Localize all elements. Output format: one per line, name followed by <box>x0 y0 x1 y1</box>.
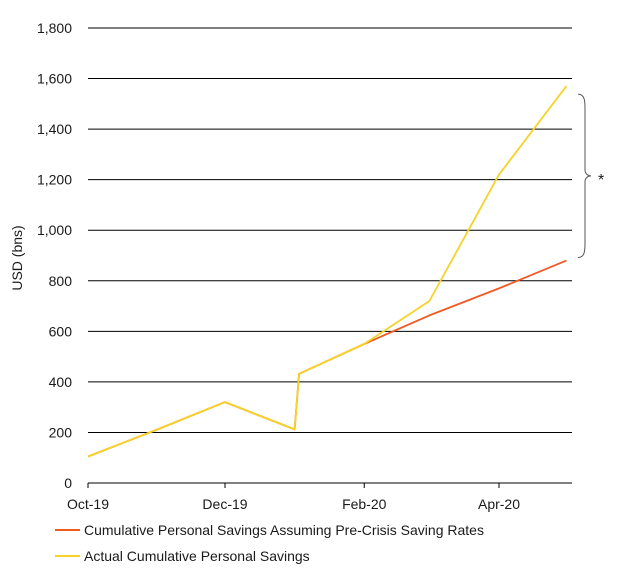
legend: Cumulative Personal Savings Assuming Pre… <box>55 522 484 564</box>
x-axis-ticks: Oct-19 Dec-19 Feb-20 Apr-20 <box>67 483 520 512</box>
x-tick-label: Apr-20 <box>478 496 520 512</box>
y-tick-label: 0 <box>64 475 72 491</box>
series-lines <box>87 85 568 458</box>
x-tick-label: Dec-19 <box>202 496 247 512</box>
series-line-pre-crisis <box>87 259 567 458</box>
gridlines <box>88 27 572 484</box>
y-tick-label: 1,800 <box>37 20 72 36</box>
difference-bracket <box>577 93 592 259</box>
y-tick-label: 600 <box>49 323 73 339</box>
y-axis-ticks: 0 200 400 600 800 1,000 1,200 1,400 1,600 1,800 <box>37 20 72 491</box>
y-tick-label: 400 <box>49 374 73 390</box>
y-tick-label: 1,200 <box>37 172 72 188</box>
annotation: * <box>577 93 604 259</box>
x-tick-label: Oct-19 <box>67 496 109 512</box>
series-line-actual <box>87 85 568 458</box>
legend-label: Cumulative Personal Savings Assuming Pre… <box>84 522 484 538</box>
legend-label: Actual Cumulative Personal Savings <box>84 548 310 564</box>
y-tick-label: 1,400 <box>37 121 72 137</box>
y-tick-label: 800 <box>49 273 73 289</box>
y-tick-label: 1,000 <box>37 222 72 238</box>
y-tick-label: 1,600 <box>37 71 72 87</box>
y-axis-title: USD (bns) <box>9 225 25 290</box>
x-tick-label: Feb-20 <box>342 496 387 512</box>
y-tick-label: 200 <box>49 424 73 440</box>
annotation-asterisk: * <box>598 172 604 189</box>
